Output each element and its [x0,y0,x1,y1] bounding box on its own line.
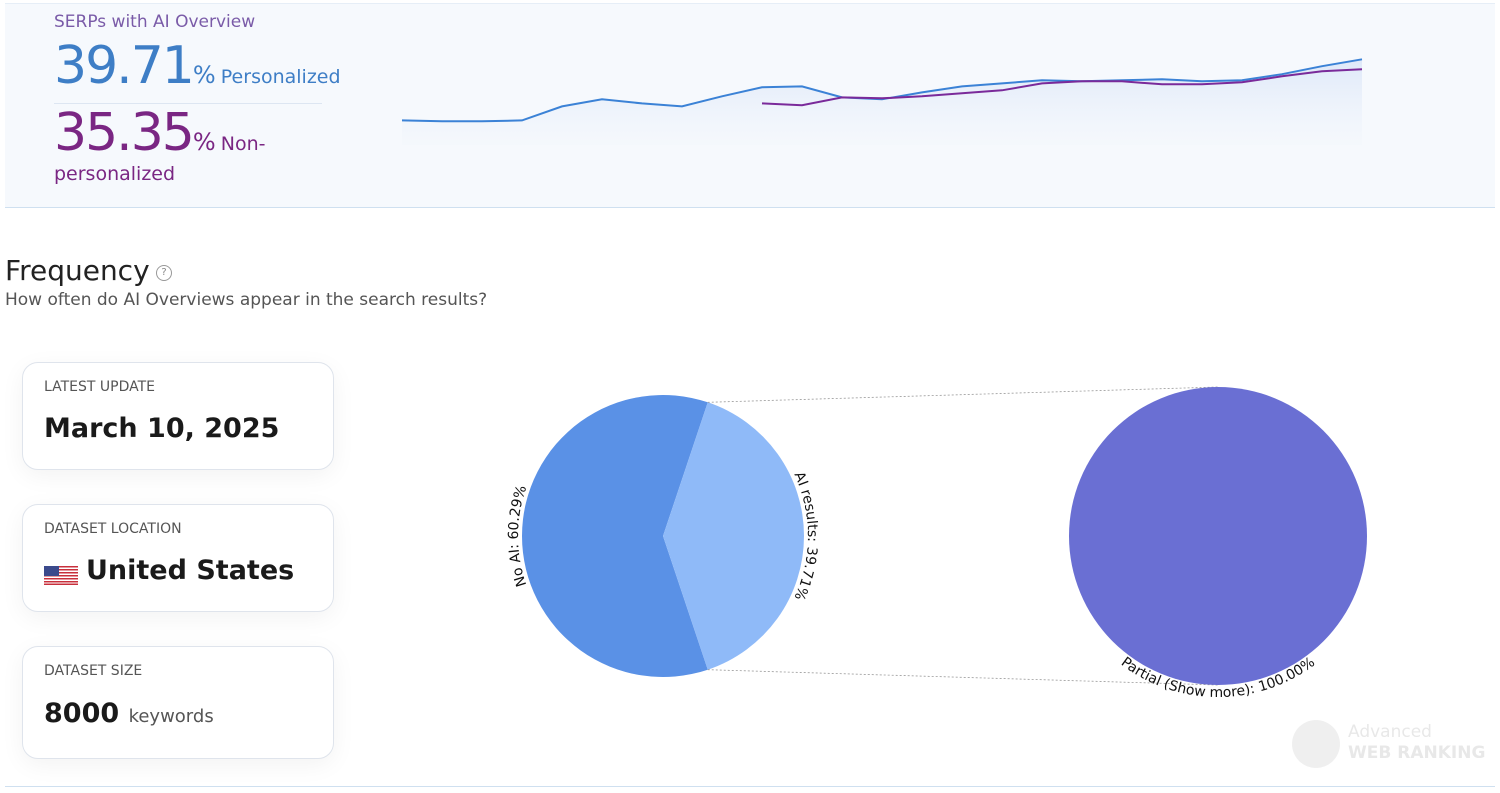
info-card: DATASET LOCATION United States [22,504,334,612]
section-subtitle: How often do AI Overviews appear in the … [5,290,488,310]
watermark-text: WEB RANKING [1348,743,1485,763]
connector-line [707,386,1219,403]
info-card: DATASET SIZE 8000 keywords [22,646,334,759]
card-label: DATASET LOCATION [44,521,182,537]
watermark-text: Advanced [1348,722,1432,742]
stat-label: Non-personalized [54,133,266,185]
stat-unit: % [192,61,216,89]
stat-value: 39.71 [54,36,195,96]
card-label: DATASET SIZE [44,663,143,679]
card-value: March 10, 2025 [44,413,280,444]
non-personalized-stat: 35.35% Non-personalized [54,103,339,186]
help-icon[interactable]: ? [156,265,172,281]
watermark: Advanced WEB RANKING [1292,720,1485,768]
pie-slice [522,395,708,677]
card-value: United States [86,555,295,586]
card-value: 8000 keywords [44,698,214,729]
card-label: LATEST UPDATE [44,379,156,395]
personalized-stat: 39.71% Personalized [54,36,341,96]
pie-slice [663,402,805,670]
divider [5,786,1495,787]
stat-value: 35.35 [54,103,195,163]
pie-slice [1069,387,1367,685]
sparkline-line [761,68,1363,107]
info-card: LATEST UPDATE March 10, 2025 [22,362,334,470]
divider [54,103,322,104]
card-number: 8000 [44,698,120,729]
stat-label: Personalized [220,66,341,88]
sparkline-area [402,59,1362,145]
connector-line [707,669,1219,686]
banner-title: SERPs with AI Overview [54,12,256,32]
stat-unit: % [192,128,216,156]
section-title: Frequency [5,254,150,287]
card-unit: keywords [128,706,214,727]
flag-icon [44,566,78,585]
